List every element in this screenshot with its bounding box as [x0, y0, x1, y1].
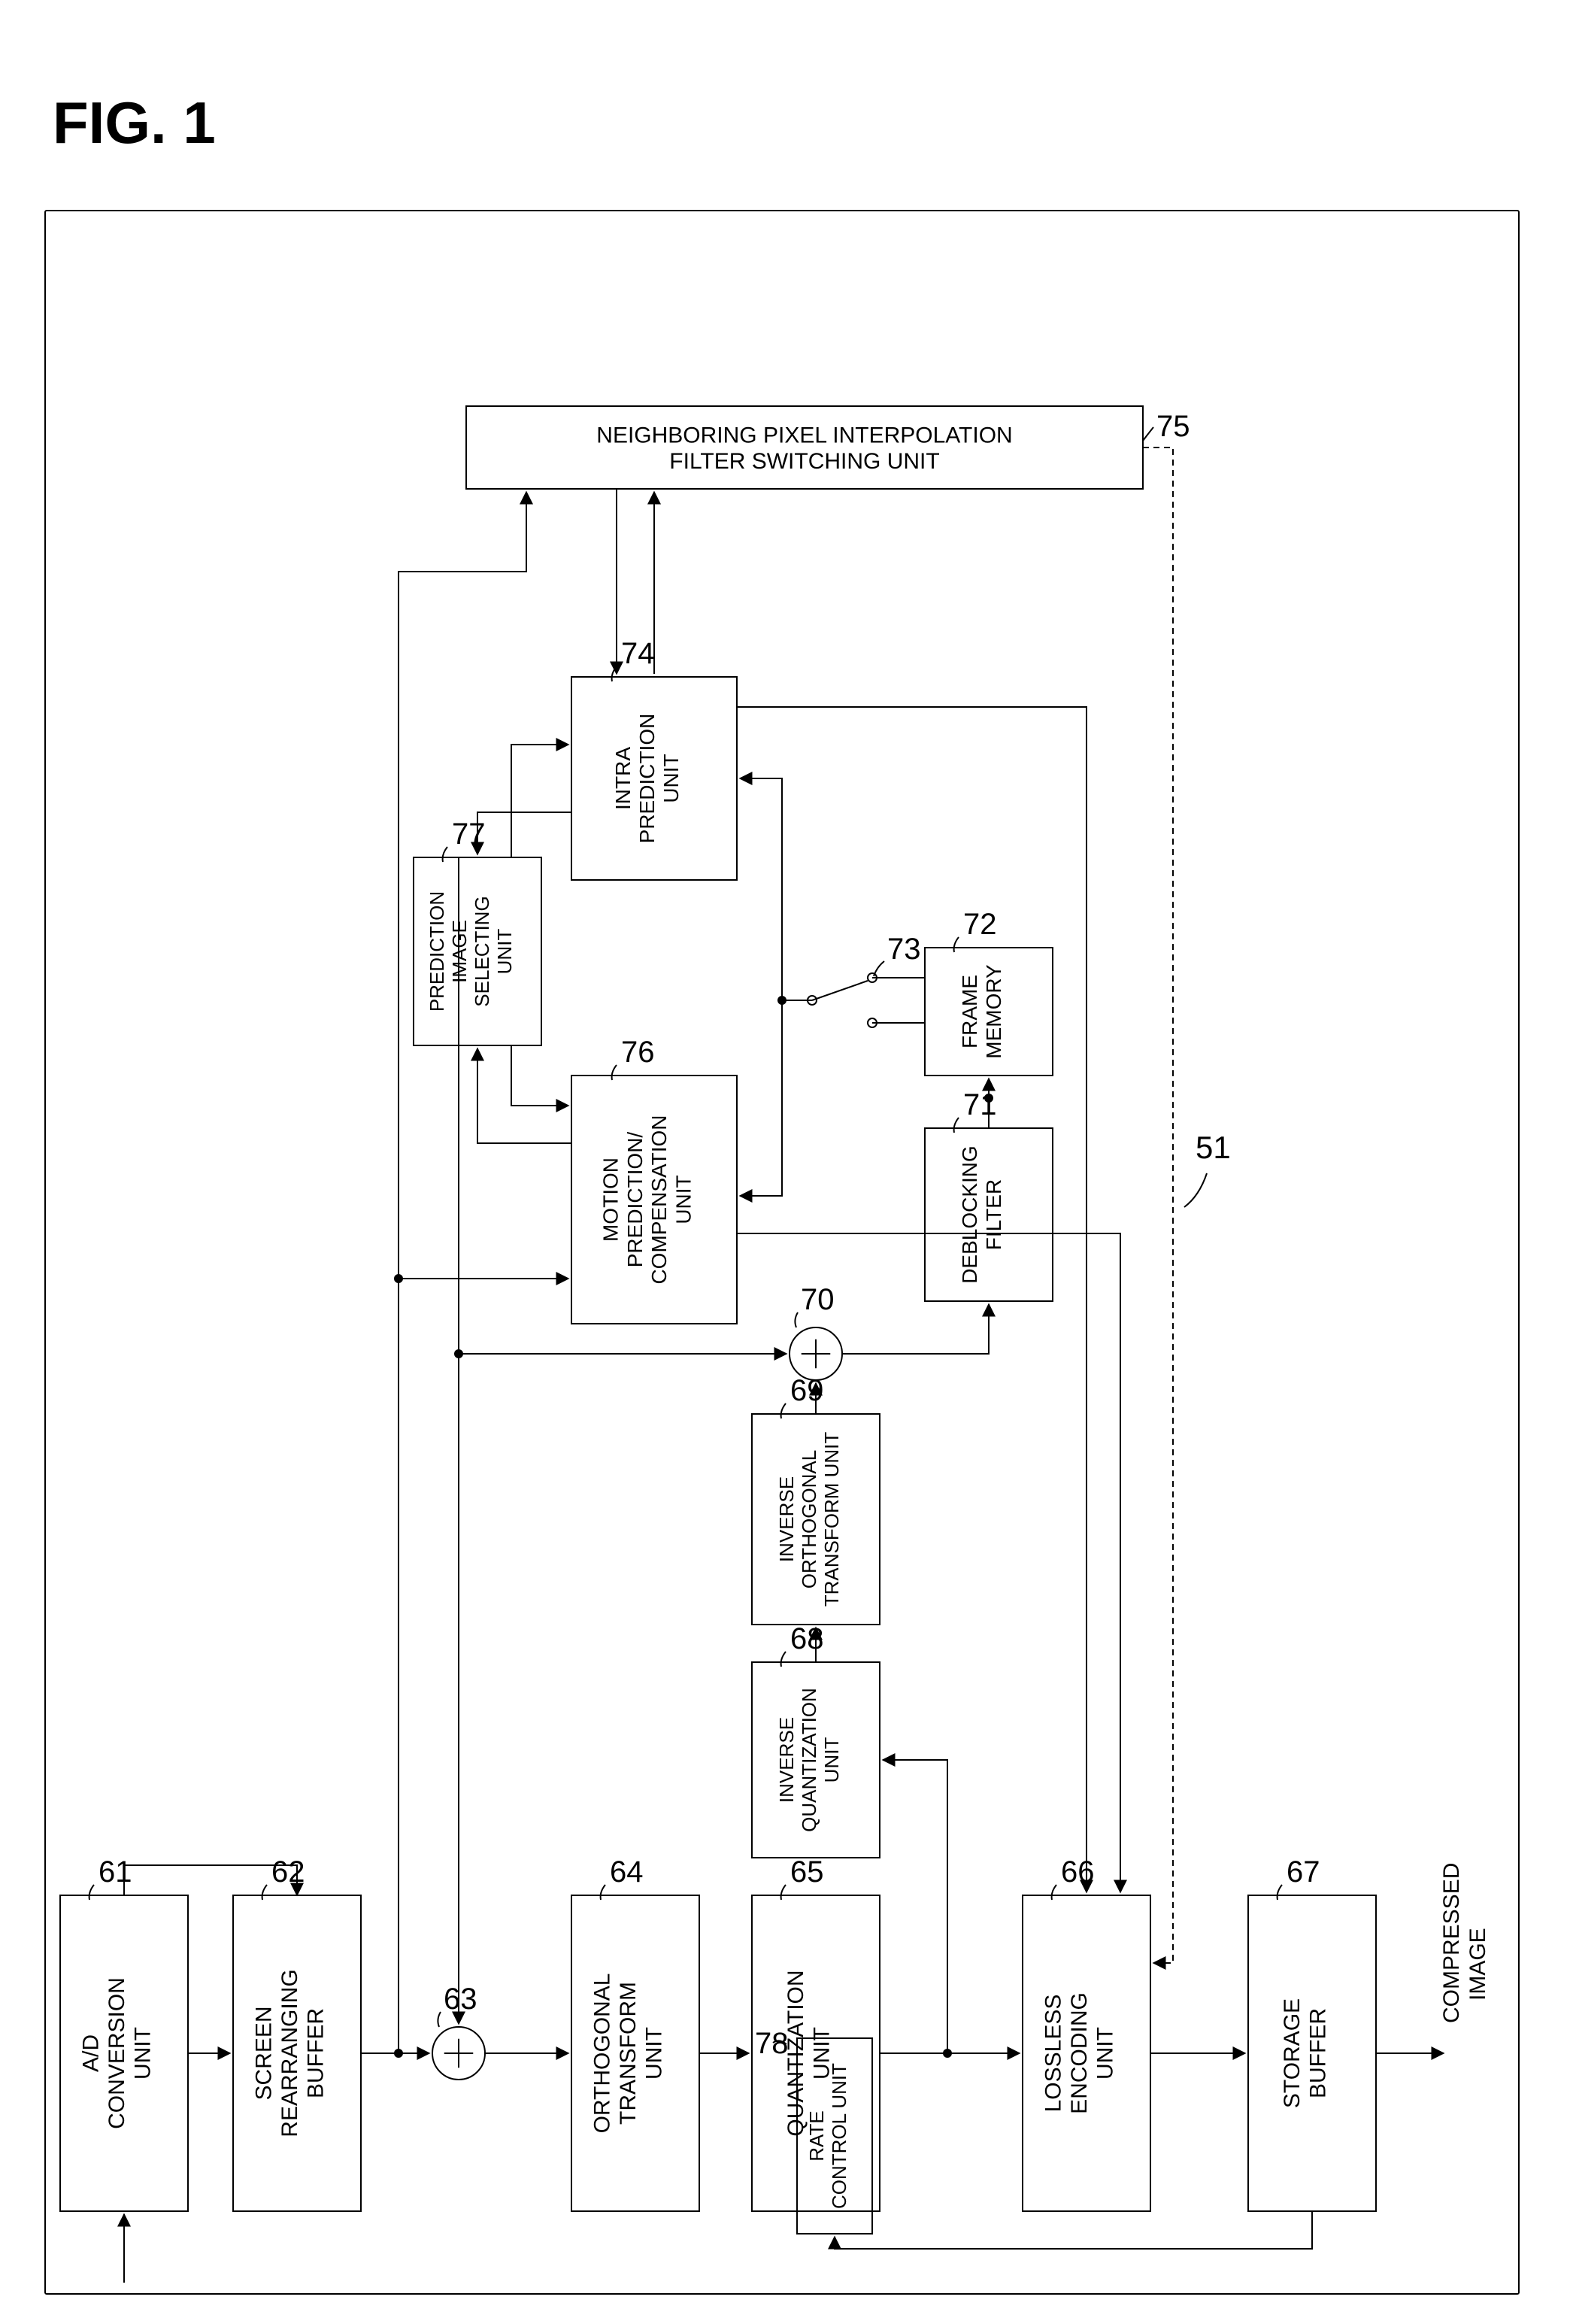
- svg-text:STORAGE: STORAGE: [1280, 1998, 1305, 2108]
- svg-text:CONVERSION: CONVERSION: [105, 1977, 129, 2129]
- svg-text:REARRANGING: REARRANGING: [277, 1969, 302, 2137]
- svg-text:IMAGE: IMAGE: [1465, 1928, 1490, 2001]
- diagram-frame: [45, 211, 1519, 2294]
- svg-text:SELECTING: SELECTING: [471, 896, 493, 1006]
- w-76-77: [477, 1048, 571, 1143]
- svg-text:PREDICTION/: PREDICTION/: [623, 1132, 647, 1268]
- svg-text:INVERSE: INVERSE: [775, 1476, 798, 1562]
- switch-73: 73: [808, 933, 921, 1027]
- svg-text:INVERSE: INVERSE: [775, 1717, 798, 1803]
- svg-text:74: 74: [621, 637, 655, 670]
- svg-text:COMPRESSED: COMPRESSED: [1439, 1863, 1464, 2023]
- svg-text:FILTER SWITCHING UNIT: FILTER SWITCHING UNIT: [669, 449, 939, 474]
- svg-text:NEIGHBORING PIXEL INTERPOLATIO: NEIGHBORING PIXEL INTERPOLATION: [596, 423, 1012, 448]
- svg-text:UNIT: UNIT: [131, 2027, 156, 2080]
- svg-text:CONTROL UNIT: CONTROL UNIT: [828, 2063, 850, 2209]
- w-77-74: [511, 745, 568, 857]
- adder-70: 70: [790, 1283, 842, 1380]
- svg-text:TRANSFORM UNIT: TRANSFORM UNIT: [820, 1432, 843, 1607]
- w-62-75: [399, 492, 526, 1279]
- block-61: A/DCONVERSIONUNIT 61: [60, 1855, 188, 2211]
- svg-text:MEMORY: MEMORY: [982, 964, 1005, 1059]
- block-76: MOTIONPREDICTION/COMPENSATIONUNIT 76: [571, 1036, 737, 1324]
- w-62-76: [399, 1279, 568, 2053]
- svg-text:51: 51: [1196, 1130, 1231, 1165]
- block-64: ORTHOGONALTRANSFORMUNIT 64: [571, 1855, 699, 2211]
- figure-title: FIG. 1: [53, 90, 216, 156]
- svg-text:A/D: A/D: [79, 2034, 104, 2072]
- svg-text:UNIT: UNIT: [659, 754, 683, 802]
- svg-text:77: 77: [452, 818, 486, 851]
- figure-1-diagram: FIG. 1 51 A/DCONVERSIONUNIT61SCREENREARR…: [0, 0, 1573, 2324]
- svg-text:FILTER: FILTER: [982, 1179, 1005, 1250]
- svg-text:71: 71: [963, 1088, 997, 1121]
- svg-text:PREDICTION: PREDICTION: [635, 714, 659, 844]
- w-65-68: [883, 1760, 947, 2053]
- svg-text:70: 70: [801, 1283, 835, 1316]
- svg-text:QUANTIZATION: QUANTIZATION: [798, 1688, 820, 1832]
- svg-text:62: 62: [271, 1855, 305, 1889]
- svg-text:BUFFER: BUFFER: [1305, 2008, 1330, 2098]
- svg-text:73: 73: [887, 933, 921, 966]
- w-74-77: [477, 812, 571, 854]
- svg-text:FRAME: FRAME: [958, 975, 981, 1048]
- output-label: COMPRESSED IMAGE: [1439, 1863, 1490, 2023]
- block-62: SCREENREARRANGINGBUFFER 62: [233, 1855, 361, 2211]
- svg-text:TRANSFORM: TRANSFORM: [616, 1982, 641, 2125]
- svg-text:UNIT: UNIT: [1093, 2027, 1118, 2080]
- svg-text:UNIT: UNIT: [820, 1737, 843, 1783]
- svg-text:MOTION: MOTION: [599, 1157, 623, 1242]
- svg-text:78: 78: [755, 2027, 789, 2060]
- svg-text:INTRA: INTRA: [611, 747, 635, 810]
- w-70-71: [842, 1304, 989, 1354]
- svg-text:UNIT: UNIT: [671, 1175, 695, 1224]
- overall-ref: 51: [1184, 1130, 1231, 1207]
- svg-text:UNIT: UNIT: [642, 2027, 667, 2080]
- w-73-74: [740, 778, 782, 1000]
- svg-text:72: 72: [963, 908, 997, 941]
- svg-text:64: 64: [610, 1855, 644, 1889]
- svg-text:61: 61: [99, 1855, 132, 1889]
- svg-text:65: 65: [790, 1855, 824, 1889]
- svg-text:IMAGE: IMAGE: [448, 920, 471, 983]
- w-73-76: [740, 1000, 812, 1196]
- w-75-66-dashed: [1143, 448, 1173, 1963]
- svg-text:67: 67: [1287, 1855, 1320, 1889]
- svg-text:PREDICTION: PREDICTION: [426, 891, 448, 1012]
- block-75: NEIGHBORING PIXEL INTERPOLATIONFILTER SW…: [466, 406, 1190, 489]
- svg-text:63: 63: [444, 1983, 477, 2016]
- svg-text:UNIT: UNIT: [493, 929, 516, 975]
- svg-text:75: 75: [1156, 410, 1190, 443]
- w-67-78: [835, 2211, 1312, 2249]
- w-77-76: [511, 1045, 568, 1106]
- svg-text:ORTHOGONAL: ORTHOGONAL: [798, 1450, 820, 1588]
- block-72: FRAMEMEMORY 72: [925, 908, 1053, 1076]
- svg-text:RATE: RATE: [805, 2110, 828, 2161]
- svg-text:68: 68: [790, 1622, 824, 1655]
- svg-text:COMPENSATION: COMPENSATION: [647, 1115, 671, 1284]
- svg-text:66: 66: [1061, 1855, 1095, 1889]
- svg-text:ENCODING: ENCODING: [1067, 1992, 1092, 2114]
- svg-text:SCREEN: SCREEN: [252, 2006, 277, 2100]
- block-66: LOSSLESSENCODINGUNIT 66: [1023, 1855, 1150, 2211]
- svg-text:BUFFER: BUFFER: [304, 2008, 329, 2098]
- block-67: STORAGEBUFFER 67: [1248, 1855, 1376, 2211]
- svg-text:DEBLOCKING: DEBLOCKING: [958, 1145, 981, 1284]
- w-74-66: [737, 707, 1087, 1892]
- svg-text:LOSSLESS: LOSSLESS: [1041, 1995, 1066, 2113]
- svg-text:76: 76: [621, 1036, 655, 1069]
- svg-text:ORTHOGONAL: ORTHOGONAL: [590, 1974, 615, 2134]
